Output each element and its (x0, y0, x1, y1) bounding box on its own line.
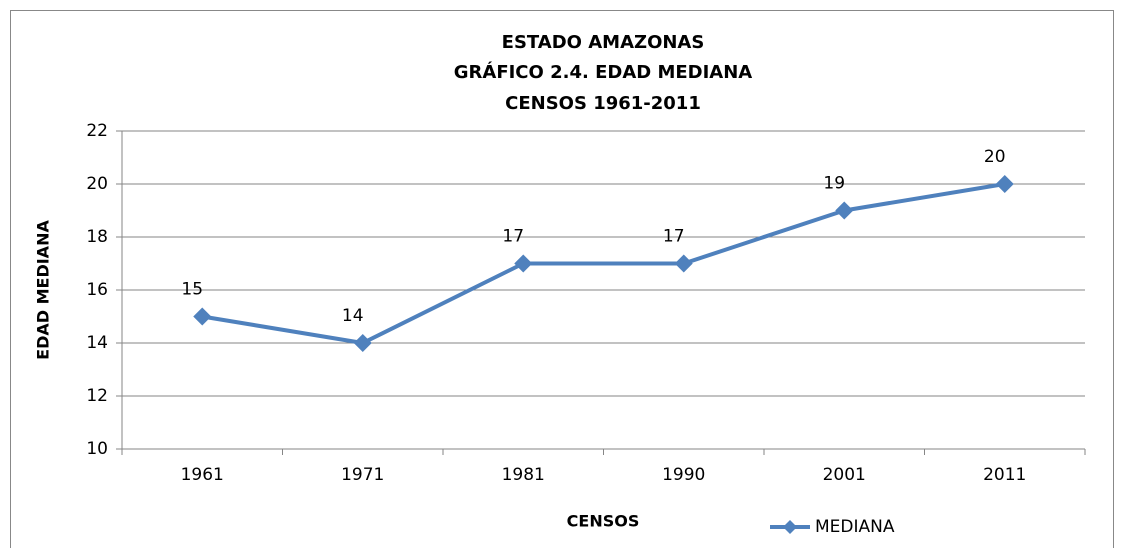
legend-label: MEDIANA (815, 517, 895, 537)
x-tick-label: 1971 (341, 465, 384, 485)
point (995, 175, 1014, 193)
legend-marker (783, 520, 797, 534)
x-tick-label: 2001 (823, 465, 866, 485)
y-tick-label: 16 (86, 280, 108, 300)
line (201, 182, 1006, 345)
data-label: 19 (823, 174, 845, 194)
chart-title: CENSOS 1961-2011 (505, 93, 701, 114)
chart-title: GRÁFICO 2.4. EDAD MEDIANA (454, 61, 753, 83)
chart-title: ESTADO AMAZONAS (502, 32, 705, 53)
y-tick-label: 12 (86, 386, 108, 406)
y-axis-title: EDAD MEDIANA (34, 220, 53, 360)
point (674, 254, 693, 273)
point (353, 334, 372, 352)
y-tick-label: 18 (86, 227, 108, 247)
y-tick-label: 14 (86, 333, 108, 353)
y-tick-label: 20 (86, 174, 108, 194)
chart-frame (10, 10, 1114, 548)
x-tick-label: 1981 (502, 465, 545, 485)
data-label: 20 (984, 147, 1006, 167)
y-tick-label: 10 (86, 439, 108, 459)
x-tick-label: 1961 (181, 465, 224, 485)
data-label: 15 (181, 280, 203, 300)
point (514, 254, 533, 273)
point (193, 307, 212, 326)
x-axis-title: CENSOS (567, 512, 640, 531)
data-label: 17 (663, 227, 685, 247)
x-tick-label: 2011 (983, 465, 1026, 485)
point (835, 201, 854, 220)
y-tick-label: 22 (86, 121, 108, 141)
x-tick-label: 1990 (662, 465, 705, 485)
data-label: 14 (342, 306, 364, 326)
data-label: 17 (502, 227, 524, 247)
